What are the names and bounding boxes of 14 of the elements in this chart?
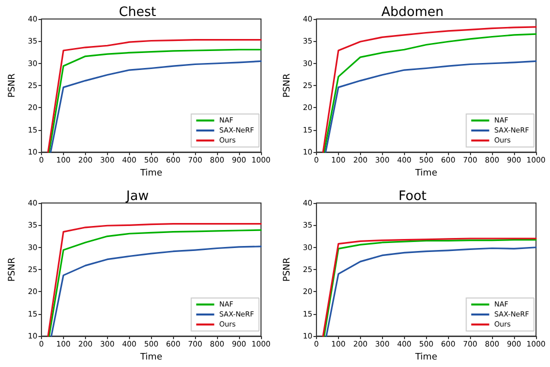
x-axis-title: Time <box>139 352 163 362</box>
y-axis-title: PSNR <box>8 257 18 282</box>
chart-title: Jaw <box>125 189 150 204</box>
line-series <box>50 246 262 337</box>
y-axis-title: PSNR <box>282 257 292 282</box>
x-axis-title: Time <box>139 168 163 178</box>
chart-title: Chest <box>118 5 156 20</box>
x-axis-title: Time <box>414 352 438 362</box>
line-series <box>324 60 537 153</box>
y-axis-title: PSNR <box>282 73 292 98</box>
x-axis-title: Time <box>414 168 438 178</box>
chart-title: Abdomen <box>381 5 444 20</box>
chart-title: Foot <box>398 189 427 204</box>
y-axis-title: PSNR <box>8 73 18 98</box>
